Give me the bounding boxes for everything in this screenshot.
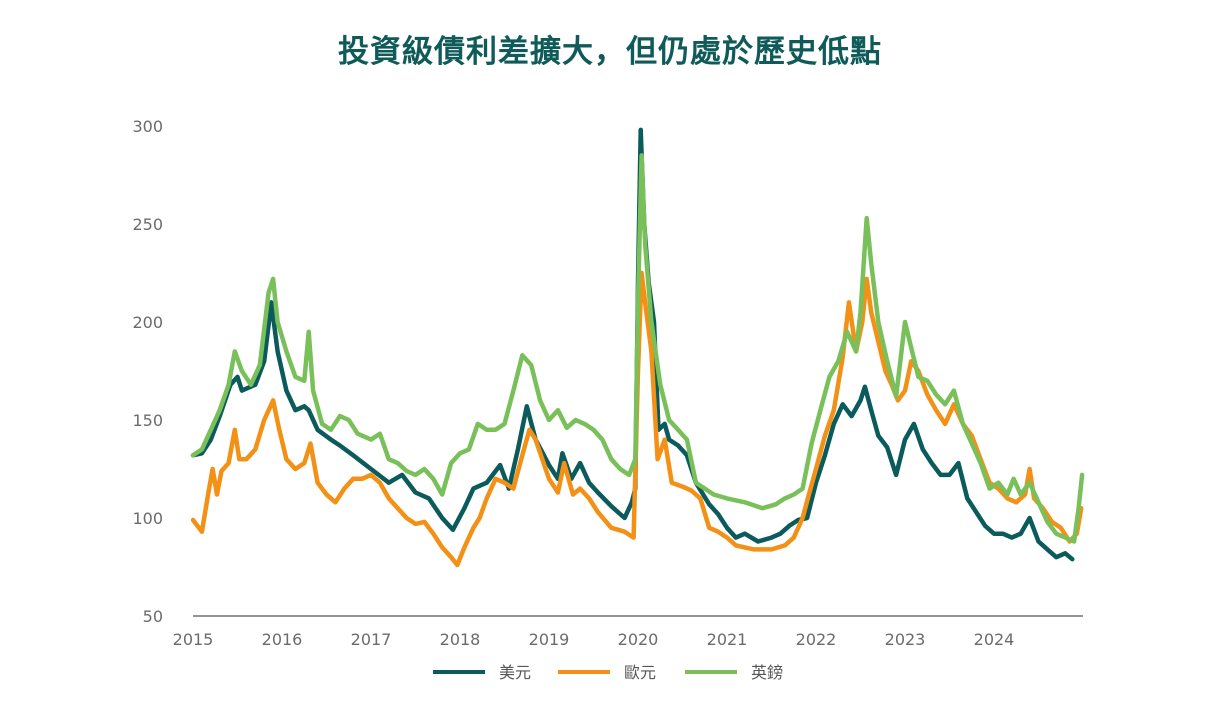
x-tick-label: 2016 xyxy=(262,630,303,649)
y-tick-label: 200 xyxy=(132,313,163,332)
x-tick-label: 2018 xyxy=(440,630,481,649)
chart-title: 投資級債利差擴大，但仍處於歷史低點 xyxy=(338,34,882,70)
legend-item-0: 美元 xyxy=(433,663,531,682)
y-tick-label: 100 xyxy=(132,509,163,528)
legend-label: 美元 xyxy=(499,663,531,682)
legend-label: 歐元 xyxy=(624,663,656,682)
x-tick-label: 2022 xyxy=(796,630,837,649)
x-tick-label: 2020 xyxy=(618,630,659,649)
x-tick-label: 2024 xyxy=(974,630,1015,649)
x-tick-label: 2021 xyxy=(707,630,748,649)
legend-item-1: 歐元 xyxy=(558,663,656,682)
series-line-2 xyxy=(190,153,1085,544)
y-tick-label: 150 xyxy=(132,411,163,430)
y-tick-label: 250 xyxy=(132,215,163,234)
x-tick-label: 2023 xyxy=(885,630,926,649)
legend-item-2: 英鎊 xyxy=(685,663,783,682)
legend: 美元 歐元 英鎊 xyxy=(433,663,783,682)
x-tick-label: 2017 xyxy=(351,630,392,649)
y-tick-label: 300 xyxy=(132,117,163,136)
y-tick-label: 50 xyxy=(143,607,163,626)
x-axis-ticks: 2015 2016 2017 2018 2019 2020 2021 2022 2023 2024 xyxy=(173,630,1015,649)
series-layer xyxy=(190,127,1085,568)
y-axis-ticks: 50 100 150 200 250 300 xyxy=(132,117,163,626)
x-tick-label: 2015 xyxy=(173,630,214,649)
legend-label: 英鎊 xyxy=(751,663,783,682)
x-tick-label: 2019 xyxy=(529,630,570,649)
